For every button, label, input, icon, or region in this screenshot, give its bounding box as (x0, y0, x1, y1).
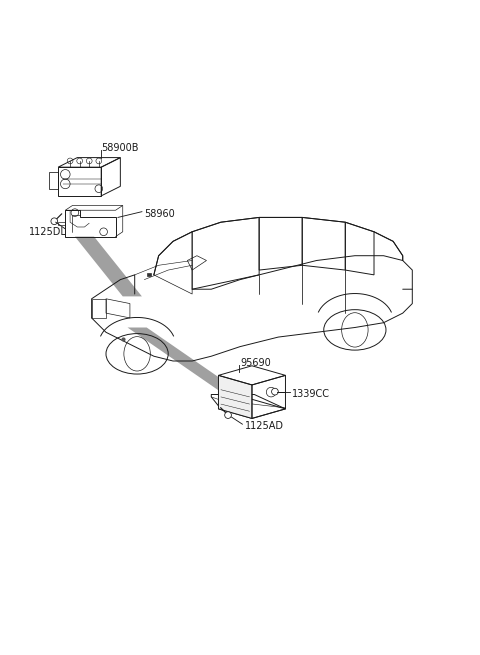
Text: 1339CC: 1339CC (292, 388, 330, 398)
Circle shape (51, 218, 58, 225)
Polygon shape (218, 375, 252, 419)
Text: 95690: 95690 (240, 358, 271, 368)
Text: 58960: 58960 (144, 208, 175, 219)
Polygon shape (147, 273, 152, 276)
Circle shape (225, 412, 231, 419)
Polygon shape (128, 328, 247, 397)
Circle shape (272, 388, 278, 395)
Text: 1125DL: 1125DL (29, 227, 67, 236)
Text: 1125AD: 1125AD (245, 421, 284, 430)
Polygon shape (75, 236, 142, 297)
Text: 58900B: 58900B (102, 143, 139, 153)
